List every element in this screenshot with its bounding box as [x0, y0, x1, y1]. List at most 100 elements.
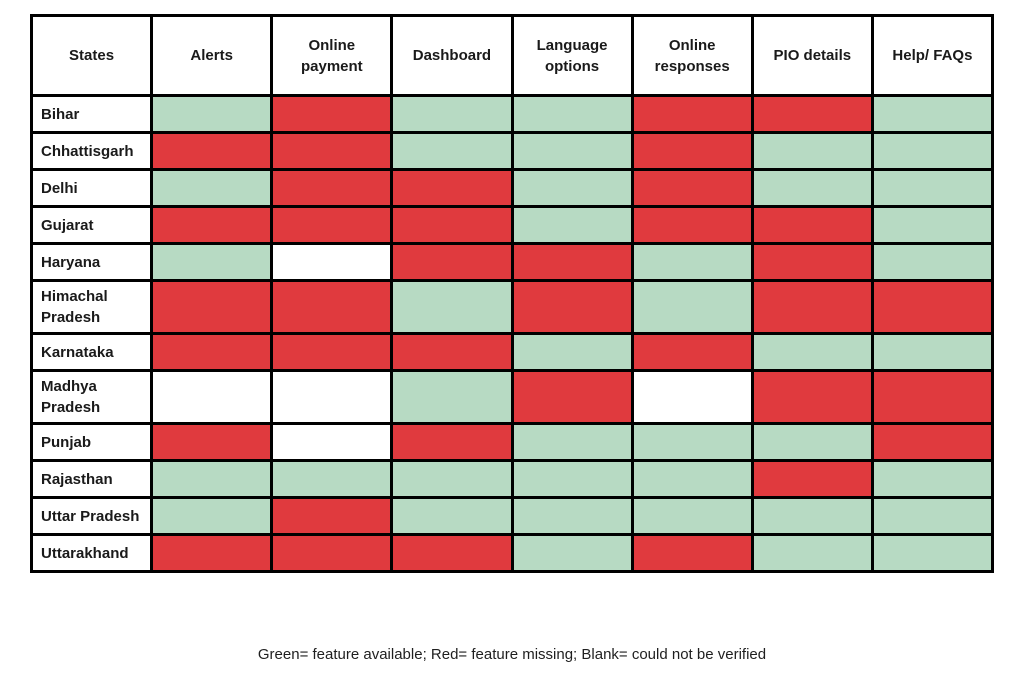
feature-cell-green: [150, 94, 274, 134]
feature-cell-red: [270, 496, 394, 536]
feature-cell-red: [750, 279, 874, 335]
feature-cell-green: [750, 332, 874, 372]
feature-cell-red: [630, 533, 754, 573]
column-header: Language options: [510, 14, 634, 97]
feature-cell-green: [750, 496, 874, 536]
table-row: Madhya Pradesh: [29, 369, 995, 425]
feature-cell-red: [750, 242, 874, 282]
feature-cell-green: [870, 242, 995, 282]
table-row: Punjab: [29, 422, 995, 462]
feature-cell-red: [390, 533, 514, 573]
feature-cell-green: [390, 369, 514, 425]
feature-cell-green: [270, 459, 394, 499]
feature-cell-blank: [270, 242, 394, 282]
state-label: Gujarat: [29, 205, 154, 245]
feature-cell-red: [270, 332, 394, 372]
feature-cell-green: [390, 131, 514, 171]
feature-cell-red: [270, 168, 394, 208]
feature-cell-red: [510, 242, 634, 282]
state-label: Punjab: [29, 422, 154, 462]
table-row: Rajasthan: [29, 459, 995, 499]
column-header: Help/ FAQs: [870, 14, 995, 97]
state-label: Uttarakhand: [29, 533, 154, 573]
feature-cell-red: [270, 205, 394, 245]
column-header: Online responses: [630, 14, 754, 97]
table-row: Delhi: [29, 168, 995, 208]
feature-cell-green: [510, 168, 634, 208]
feature-cell-red: [750, 369, 874, 425]
column-header: Dashboard: [390, 14, 514, 97]
feature-cell-green: [750, 168, 874, 208]
feature-cell-green: [750, 422, 874, 462]
column-header: PIO details: [750, 14, 874, 97]
feature-cell-green: [750, 533, 874, 573]
table-row: Haryana: [29, 242, 995, 282]
feature-cell-green: [150, 459, 274, 499]
feature-cell-red: [270, 533, 394, 573]
feature-cell-green: [870, 94, 995, 134]
feature-cell-red: [630, 131, 754, 171]
state-label: Chhattisgarh: [29, 131, 154, 171]
feature-cell-red: [630, 332, 754, 372]
state-label: Madhya Pradesh: [29, 369, 154, 425]
feature-cell-blank: [270, 369, 394, 425]
feature-cell-red: [390, 332, 514, 372]
state-label: Haryana: [29, 242, 154, 282]
feature-cell-red: [750, 94, 874, 134]
feature-cell-red: [510, 369, 634, 425]
feature-cell-green: [870, 332, 995, 372]
feature-cell-green: [150, 496, 274, 536]
feature-cell-blank: [270, 422, 394, 462]
feature-cell-blank: [630, 369, 754, 425]
header-row: States Alerts Online payment Dashboard Langu…: [29, 14, 995, 97]
feature-cell-green: [510, 94, 634, 134]
feature-cell-green: [150, 168, 274, 208]
state-label: Himachal Pradesh: [29, 279, 154, 335]
feature-matrix-table: States Alerts Online payment Dashboard Langu…: [29, 14, 995, 573]
table-row: Uttarakhand: [29, 533, 995, 573]
feature-cell-red: [870, 369, 995, 425]
feature-cell-green: [390, 496, 514, 536]
feature-cell-green: [630, 459, 754, 499]
feature-cell-green: [630, 496, 754, 536]
feature-cell-green: [510, 496, 634, 536]
table-row: Karnataka: [29, 332, 995, 372]
feature-cell-red: [390, 205, 514, 245]
feature-cell-red: [150, 422, 274, 462]
feature-cell-red: [630, 205, 754, 245]
feature-cell-green: [870, 533, 995, 573]
column-header: Online payment: [270, 14, 394, 97]
feature-cell-green: [510, 533, 634, 573]
feature-cell-red: [150, 279, 274, 335]
feature-cell-green: [390, 279, 514, 335]
column-header: Alerts: [150, 14, 274, 97]
feature-cell-green: [150, 242, 274, 282]
feature-cell-green: [870, 168, 995, 208]
feature-cell-red: [390, 168, 514, 208]
state-label: Karnataka: [29, 332, 154, 372]
state-label: Rajasthan: [29, 459, 154, 499]
feature-cell-red: [630, 168, 754, 208]
feature-cell-green: [510, 332, 634, 372]
state-label: Uttar Pradesh: [29, 496, 154, 536]
feature-cell-red: [270, 94, 394, 134]
feature-cell-red: [150, 533, 274, 573]
feature-cell-red: [750, 459, 874, 499]
table-row: Uttar Pradesh: [29, 496, 995, 536]
feature-cell-red: [150, 205, 274, 245]
feature-cell-red: [390, 422, 514, 462]
feature-cell-green: [390, 459, 514, 499]
feature-cell-red: [270, 131, 394, 171]
feature-cell-green: [510, 422, 634, 462]
state-label: Bihar: [29, 94, 154, 134]
legend-caption: Green= feature available; Red= feature m…: [257, 646, 767, 663]
feature-cell-green: [510, 459, 634, 499]
feature-cell-red: [150, 332, 274, 372]
state-label: Delhi: [29, 168, 154, 208]
table-row: Himachal Pradesh: [29, 279, 995, 335]
table-row: Chhattisgarh: [29, 131, 995, 171]
feature-cell-green: [390, 94, 514, 134]
feature-cell-green: [870, 496, 995, 536]
feature-cell-green: [510, 131, 634, 171]
